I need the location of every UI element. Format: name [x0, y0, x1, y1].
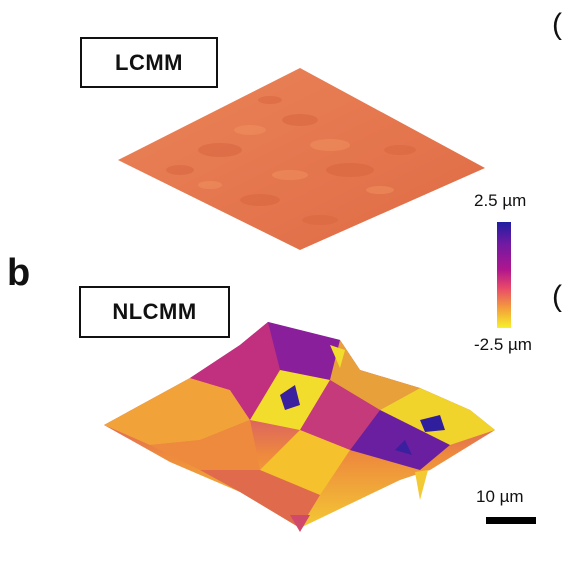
colorbar-min-label: -2.5 µm: [474, 335, 532, 354]
height-colorbar: [497, 222, 511, 328]
lcmm-surface: [118, 68, 485, 250]
edge-glyph-bottom: (: [552, 280, 562, 313]
scale-bar: [486, 517, 536, 524]
panel-letter-b: b: [7, 252, 31, 294]
sample-label-lcmm: LCMM: [80, 37, 218, 88]
edge-glyph-top: (: [552, 8, 562, 41]
sample-label-nlcmm: NLCMM: [79, 286, 230, 338]
colorbar-max-label: 2.5 µm: [474, 191, 527, 210]
nlcmm-surface: [104, 322, 495, 532]
scale-bar-label: 10 µm: [476, 487, 524, 506]
